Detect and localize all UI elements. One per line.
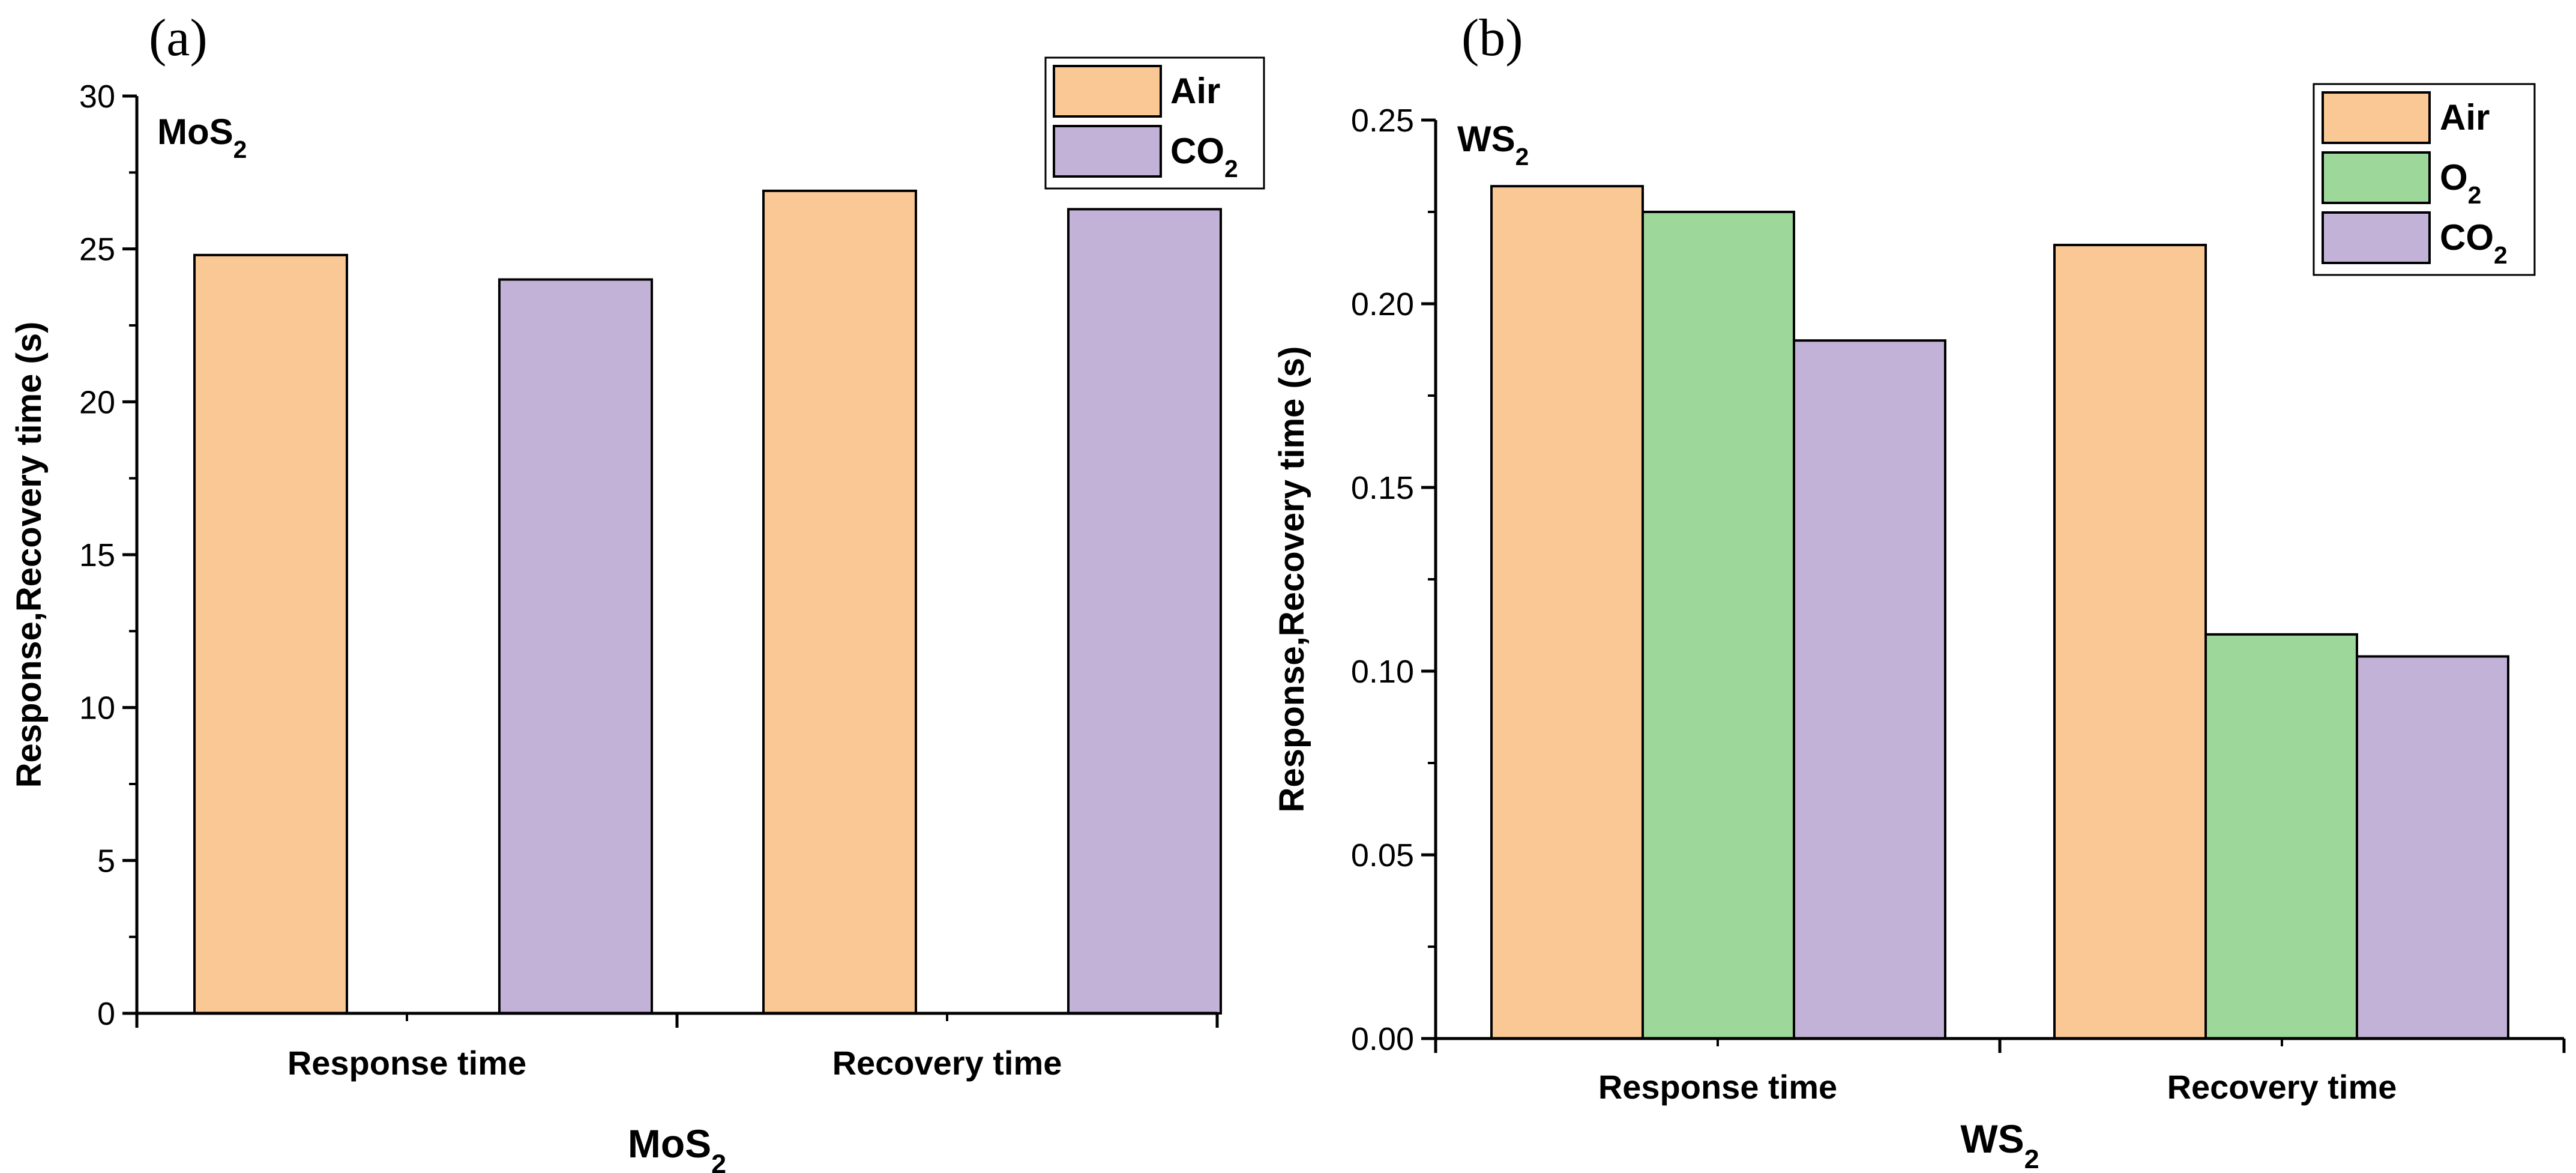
y-tick-label: 0 (97, 996, 115, 1032)
y-tick-label: 30 (79, 79, 115, 115)
legend-swatch-co2 (2322, 211, 2431, 264)
y-tick-label: 20 (79, 384, 115, 420)
y-tick-label: 0.20 (1351, 286, 1414, 322)
bar-air-response-time (1490, 185, 1644, 1040)
x-axis-title: MoS2 (628, 1121, 726, 1173)
y-tick-label: 0.05 (1351, 837, 1414, 873)
y-tick-label: 0.00 (1351, 1021, 1414, 1057)
x-category-label-response-time: Response time (1598, 1068, 1837, 1106)
y-tick-label: 0.25 (1351, 103, 1414, 139)
panel-b-ws2: 0.00 0.05 0.10 0.15 0.20 0.25 Response time Rec… (1272, 9, 2566, 1173)
y-tick-label: 10 (79, 690, 115, 726)
y-axis-title: Response,Recovery time (s) (1272, 346, 1311, 813)
panel-label: (b) (1461, 9, 1523, 67)
legend-swatch-air (1053, 65, 1162, 118)
bar-co2-recovery-time (2356, 655, 2509, 1040)
legend-label-air: Air (1170, 71, 1220, 111)
bar-air-recovery-time (2053, 244, 2207, 1040)
bar-co2-response-time (498, 278, 653, 1015)
y-tick-label: 15 (79, 537, 115, 573)
bar-co2-recovery-time (1067, 208, 1222, 1015)
y-tick-label: 0.10 (1351, 654, 1414, 690)
bar-o2-response-time (1642, 211, 1795, 1040)
y-tick-label: 0.15 (1351, 470, 1414, 506)
panel-label: (a) (149, 9, 208, 67)
y-tick-label: 5 (97, 843, 115, 879)
bar-air-recovery-time (762, 189, 917, 1015)
legend-swatch-o2 (2322, 151, 2431, 204)
legend-label-air: Air (2440, 97, 2490, 137)
legend-swatch-air (2322, 91, 2431, 144)
y-tick-label: 25 (79, 232, 115, 268)
legend-swatch-co2 (1053, 125, 1162, 178)
x-category-label-recovery-time: Recovery time (832, 1044, 1062, 1082)
x-category-label-recovery-time: Recovery time (2167, 1068, 2397, 1106)
bar-co2-response-time (1793, 339, 1946, 1040)
x-category-label-response-time: Response time (287, 1044, 526, 1082)
bar-air-response-time (193, 253, 348, 1015)
bar-o2-recovery-time (2204, 633, 2358, 1040)
panel-a-mos2: 0 5 10 15 20 25 30 Response time Recovery time Mo… (10, 9, 1265, 1173)
y-axis-title: Response,Recovery time (s) (10, 322, 49, 788)
